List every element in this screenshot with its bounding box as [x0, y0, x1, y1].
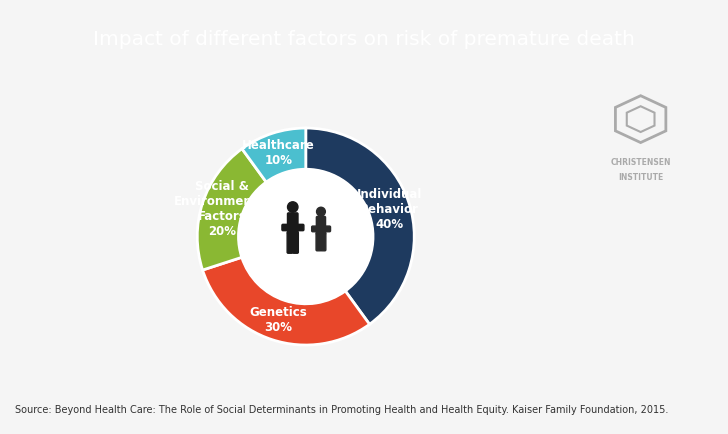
FancyBboxPatch shape [312, 226, 319, 232]
Wedge shape [202, 257, 370, 345]
FancyBboxPatch shape [288, 213, 298, 234]
FancyBboxPatch shape [323, 226, 331, 232]
Text: Source: Beyond Health Care: The Role of Social Determinants in Promoting Health : Source: Beyond Health Care: The Role of … [15, 405, 668, 415]
Text: Healthcare
10%: Healthcare 10% [242, 139, 315, 167]
Text: Social &
Environmental
Factors
20%: Social & Environmental Factors 20% [174, 181, 270, 238]
FancyBboxPatch shape [293, 232, 298, 253]
Wedge shape [242, 128, 306, 182]
Wedge shape [197, 149, 266, 270]
Text: CHRISTENSEN: CHRISTENSEN [610, 158, 671, 167]
Text: INSTITUTE: INSTITUTE [618, 173, 663, 182]
FancyBboxPatch shape [317, 217, 325, 235]
Wedge shape [306, 128, 414, 324]
Circle shape [317, 207, 325, 216]
FancyBboxPatch shape [316, 233, 321, 251]
FancyBboxPatch shape [287, 232, 293, 253]
FancyBboxPatch shape [282, 224, 290, 231]
Text: Genetics
30%: Genetics 30% [250, 306, 307, 334]
FancyBboxPatch shape [296, 224, 304, 231]
Text: Individual
Behavior
40%: Individual Behavior 40% [357, 188, 422, 231]
FancyBboxPatch shape [321, 233, 326, 251]
Text: Impact of different factors on risk of premature death: Impact of different factors on risk of p… [93, 30, 635, 49]
Circle shape [239, 169, 373, 304]
Circle shape [288, 202, 298, 212]
